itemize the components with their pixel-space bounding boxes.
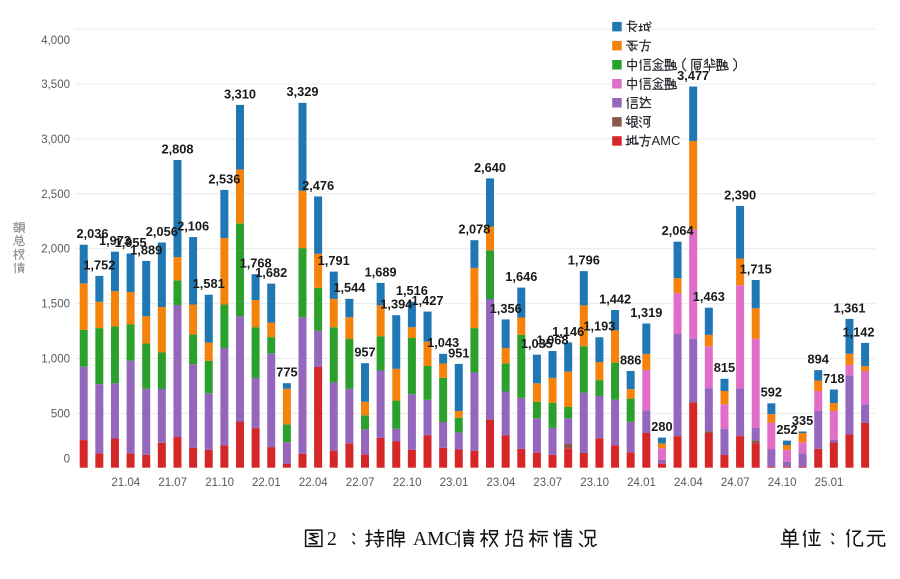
svg-text:AMC: AMC	[413, 529, 457, 550]
svg-text:3,500: 3,500	[41, 79, 70, 91]
svg-text:1,791: 1,791	[318, 253, 350, 268]
svg-text:815: 815	[714, 360, 735, 375]
svg-text:1,319: 1,319	[630, 305, 662, 320]
svg-text:775: 775	[276, 365, 297, 380]
svg-text:2,036: 2,036	[76, 226, 108, 241]
svg-text:21.10: 21.10	[205, 477, 234, 489]
svg-text:592: 592	[761, 385, 782, 400]
svg-text:1,646: 1,646	[505, 269, 537, 284]
svg-text:1,142: 1,142	[842, 324, 874, 339]
svg-text:1,043: 1,043	[427, 335, 459, 350]
svg-text:21.04: 21.04	[111, 477, 140, 489]
svg-text:1,068: 1,068	[536, 332, 568, 347]
svg-text:23.07: 23.07	[533, 477, 562, 489]
svg-text:886: 886	[620, 352, 641, 367]
svg-text:1,442: 1,442	[599, 291, 631, 306]
svg-text:24.01: 24.01	[627, 477, 656, 489]
svg-text:0: 0	[64, 454, 70, 466]
svg-text:25.01: 25.01	[815, 477, 844, 489]
svg-text:957: 957	[354, 345, 375, 360]
svg-text:1,768: 1,768	[240, 256, 272, 271]
svg-text:2,106: 2,106	[177, 219, 209, 234]
svg-text:1,796: 1,796	[568, 253, 600, 268]
svg-text:2,500: 2,500	[41, 189, 70, 201]
svg-text:1,581: 1,581	[193, 276, 225, 291]
svg-text:2,078: 2,078	[458, 222, 490, 237]
svg-text:1,463: 1,463	[693, 289, 725, 304]
svg-text:23.01: 23.01	[440, 477, 469, 489]
svg-text:1,193: 1,193	[583, 319, 615, 334]
svg-text:24.04: 24.04	[674, 477, 703, 489]
svg-text:951: 951	[448, 345, 469, 360]
svg-text:1,394: 1,394	[380, 297, 413, 312]
svg-text:24.10: 24.10	[768, 477, 797, 489]
svg-text:22.01: 22.01	[252, 477, 281, 489]
svg-text:21.07: 21.07	[158, 477, 187, 489]
svg-text:2: 2	[327, 529, 337, 550]
svg-text:1,689: 1,689	[365, 264, 397, 279]
svg-text:1,000: 1,000	[41, 354, 70, 366]
svg-text:1,035: 1,035	[521, 336, 553, 351]
svg-text:280: 280	[651, 419, 672, 434]
svg-text:1,361: 1,361	[833, 300, 865, 315]
svg-text:335: 335	[792, 413, 813, 428]
svg-text:500: 500	[51, 408, 70, 420]
svg-text:4,000: 4,000	[41, 35, 70, 47]
svg-text:23.10: 23.10	[580, 477, 609, 489]
svg-text:1,715: 1,715	[740, 261, 772, 276]
svg-text:2,000: 2,000	[41, 244, 70, 256]
svg-text:2,808: 2,808	[161, 141, 193, 156]
svg-text:1,356: 1,356	[490, 301, 522, 316]
svg-text:22.10: 22.10	[393, 477, 422, 489]
svg-text:22.04: 22.04	[299, 477, 328, 489]
svg-text:1,752: 1,752	[83, 257, 115, 272]
svg-text:718: 718	[823, 371, 844, 386]
svg-text:2,056: 2,056	[146, 224, 178, 239]
svg-text:24.07: 24.07	[721, 477, 750, 489]
svg-text:3,000: 3,000	[41, 134, 70, 146]
svg-text:1,500: 1,500	[41, 299, 70, 311]
svg-text:2,390: 2,390	[724, 187, 756, 202]
svg-text:1,973: 1,973	[99, 233, 131, 248]
svg-text:2,476: 2,476	[302, 178, 334, 193]
svg-text:1,889: 1,889	[130, 242, 162, 257]
svg-text:1,427: 1,427	[411, 293, 443, 308]
svg-text:252: 252	[776, 422, 797, 437]
svg-text:23.04: 23.04	[487, 477, 516, 489]
svg-text:3,477: 3,477	[677, 68, 709, 83]
svg-text:2,640: 2,640	[474, 160, 506, 175]
svg-text:2,536: 2,536	[208, 171, 240, 186]
svg-text:1,544: 1,544	[333, 280, 366, 295]
svg-text:22.07: 22.07	[346, 477, 375, 489]
svg-text:1,955: 1,955	[115, 235, 147, 250]
svg-text:2,064: 2,064	[662, 223, 695, 238]
svg-text:3,329: 3,329	[286, 84, 318, 99]
svg-text:1,516: 1,516	[396, 283, 428, 298]
svg-text:1,682: 1,682	[255, 265, 287, 280]
svg-text:1,146: 1,146	[552, 324, 584, 339]
svg-text:3,310: 3,310	[224, 86, 256, 101]
svg-text:AMC: AMC	[652, 133, 681, 148]
svg-text:894: 894	[808, 352, 830, 367]
